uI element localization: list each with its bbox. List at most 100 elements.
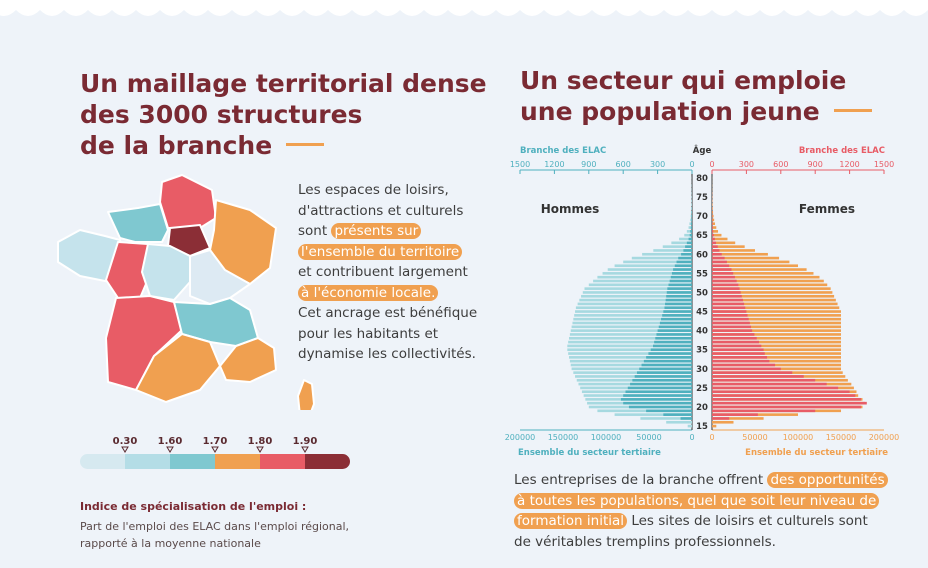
bar-women-elac [712, 230, 714, 233]
bar-men-elac [667, 287, 692, 290]
bottom-tick-left: 100000 [591, 433, 622, 442]
bar-women-tertiaire [712, 298, 836, 302]
bar-women-elac [712, 252, 722, 256]
bar-women-tertiaire [712, 359, 841, 363]
bar-women-tertiaire [712, 268, 807, 271]
bar-men-elac [648, 352, 692, 355]
legend-subtitle-line: rapporté à la moyenne nationale [80, 537, 261, 550]
bottom-tick-left: 150000 [548, 433, 579, 442]
bar-men-tertiaire [575, 306, 692, 310]
region-normandie [107, 203, 169, 243]
bar-women-tertiaire [712, 283, 828, 287]
bar-women-tertiaire [712, 245, 745, 248]
bar-women-elac [712, 302, 745, 306]
bar-women-tertiaire [712, 230, 719, 233]
region-hauts-de-france [159, 174, 217, 229]
bar-women-tertiaire [712, 210, 714, 214]
bar-men-elac [691, 222, 692, 226]
top-axis-right-label: Branche des ELAC [799, 146, 885, 156]
bar-men-elac [670, 275, 692, 279]
legend-tick-label: 1.80 [248, 436, 273, 447]
text-line: d'attractions et culturels [298, 202, 464, 219]
bar-men-elac [636, 371, 692, 374]
legend-tick-marker [211, 446, 219, 453]
bottom-tick-right: 0 [709, 433, 714, 442]
bar-women-tertiaire [712, 317, 841, 321]
bar-men-tertiaire [690, 214, 692, 218]
bar-women-tertiaire [712, 275, 820, 279]
bar-men-tertiaire [689, 222, 692, 226]
bar-men-tertiaire [573, 371, 692, 374]
bar-women-elac [712, 356, 768, 359]
text-line: Les sites de loisirs et culturels sont [627, 513, 868, 529]
bar-men-tertiaire [570, 363, 692, 367]
right-description: Les entreprises de la branche offrent de… [514, 470, 914, 552]
bar-women-elac [712, 401, 867, 405]
bar-men-elac [690, 230, 692, 233]
specialisation-legend: 0.30 1.60 1.70 1.80 1.90 [80, 436, 350, 469]
left-title-line-2: des 3000 structures [80, 100, 363, 129]
bar-women-tertiaire [712, 356, 841, 359]
bar-men-tertiaire [567, 348, 692, 352]
bar-men-elac [666, 294, 692, 298]
bar-men-elac [655, 336, 692, 340]
age-tick-label: 70 [696, 212, 708, 222]
legend-tick-marker [166, 446, 174, 453]
bar-men-tertiaire [640, 417, 692, 420]
bar-women-elac [712, 260, 727, 264]
bar-men-elac [676, 260, 692, 264]
bar-men-elac [620, 398, 692, 401]
bar-women-elac [712, 352, 765, 355]
bar-women-tertiaire [712, 336, 841, 340]
bar-men-elac [623, 401, 692, 405]
highlight: l'ensemble du territoire [298, 243, 463, 260]
bar-men-elac [673, 268, 692, 271]
highlight: à l'économie locale. [298, 284, 439, 301]
bar-women-elac [712, 382, 827, 386]
bar-women-tertiaire [712, 291, 833, 294]
bar-men-elac [685, 245, 692, 248]
bar-men-elac [654, 340, 692, 344]
bar-men-tertiaire [642, 252, 692, 256]
bar-men-tertiaire [571, 325, 692, 329]
bar-women-tertiaire [712, 287, 831, 290]
bar-men-elac [666, 291, 692, 294]
bar-men-tertiaire [577, 302, 692, 306]
bar-men-tertiaire [597, 409, 692, 413]
top-tick-left: 0 [689, 160, 694, 169]
age-tick-label: 50 [696, 288, 708, 298]
bar-men-elac [661, 317, 692, 321]
bar-men-elac [690, 226, 692, 229]
age-tick-label: 35 [696, 346, 708, 356]
bar-women-elac [712, 367, 781, 371]
bar-men-tertiaire [569, 336, 692, 340]
bar-men-elac [678, 256, 692, 260]
top-axis-left-label: Branche des ELAC [520, 146, 606, 156]
text-line: de véritables tremplins professionnels. [514, 533, 776, 550]
bar-men-tertiaire [671, 241, 692, 245]
bar-women-elac [712, 378, 816, 382]
bar-women-tertiaire [712, 249, 755, 252]
bar-men-tertiaire [571, 367, 692, 371]
bar-men-elac [691, 218, 692, 222]
bar-women-tertiaire [712, 344, 841, 348]
legend-tick-label: 1.60 [158, 436, 183, 447]
bar-women-elac [712, 344, 762, 348]
bar-men-elac [662, 314, 692, 317]
bar-women-tertiaire [712, 226, 717, 229]
age-tick-label: 80 [696, 174, 708, 184]
legend-swatch [305, 454, 350, 469]
bottom-tick-right: 150000 [826, 433, 857, 442]
bar-men-elac [680, 417, 692, 420]
bar-men-elac [668, 283, 692, 287]
bar-men-tertiaire [569, 333, 692, 336]
bar-women-tertiaire [712, 321, 841, 325]
bar-women-tertiaire [712, 241, 736, 245]
france-map [57, 174, 315, 410]
bottom-tick-right: 200000 [869, 433, 900, 442]
bar-women-elac [712, 268, 732, 271]
bar-men-elac [630, 382, 692, 386]
bar-men-elac [664, 306, 692, 310]
bar-women-elac [712, 233, 714, 237]
text-line: sont [298, 223, 332, 239]
